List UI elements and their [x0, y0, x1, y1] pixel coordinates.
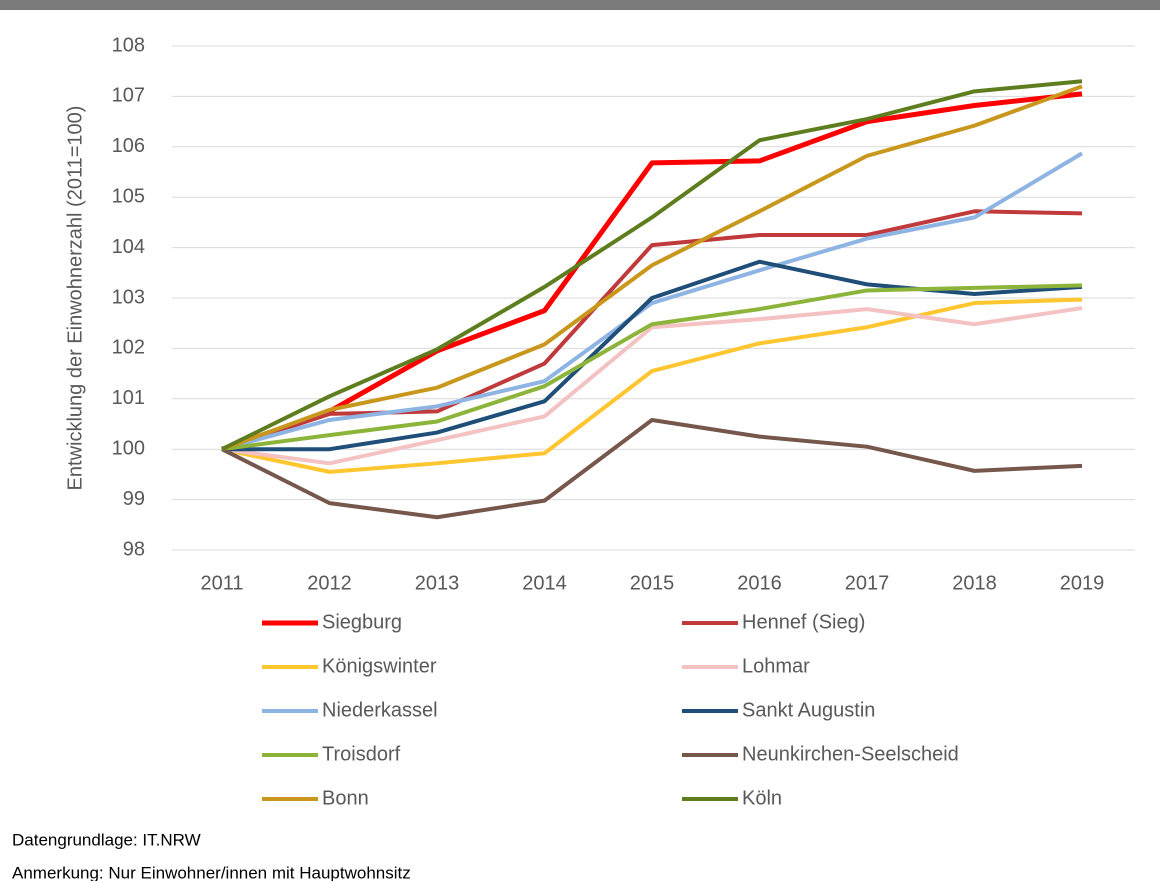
x-tick-label: 2019: [1060, 572, 1105, 594]
series-line: [221, 91, 1083, 452]
series-line: [221, 79, 1083, 451]
y-tick-label: 104: [112, 236, 145, 258]
legend-label: Siegburg: [322, 611, 402, 633]
y-tick-label: 106: [112, 135, 145, 157]
legend-label: Hennef (Sieg): [742, 611, 865, 633]
x-tick-label: 2011: [200, 572, 243, 594]
y-tick-label: 103: [112, 286, 145, 308]
legend-label: Troisdorf: [322, 743, 401, 765]
footnote: Anmerkung: Nur Einwohner/innen mit Haupt…: [12, 863, 411, 881]
legend-label: Bonn: [322, 787, 369, 809]
legend-label: Neunkirchen-Seelscheid: [742, 743, 959, 765]
x-tick-label: 2014: [522, 572, 567, 594]
series-line: [221, 297, 1083, 474]
y-tick-label: 100: [112, 437, 145, 459]
y-tick-label: 108: [112, 34, 145, 56]
series-line: [221, 151, 1084, 452]
series-line: [222, 259, 1083, 452]
x-tick-label: 2013: [415, 572, 460, 594]
y-tick-label: 98: [123, 538, 145, 560]
top-bar: [0, 0, 1160, 10]
legend-label: Sankt Augustin: [742, 699, 875, 721]
series-line: [221, 283, 1083, 452]
series-line: [221, 417, 1083, 520]
x-tick-label: 2017: [845, 572, 890, 594]
x-tick-label: 2016: [737, 572, 782, 594]
y-tick-label: 101: [112, 387, 145, 409]
x-tick-label: 2018: [952, 572, 997, 594]
x-tick-label: 2012: [307, 572, 352, 594]
legend-label: Köln: [742, 787, 782, 809]
y-tick-label: 102: [112, 337, 145, 359]
y-tick-label: 105: [112, 185, 145, 207]
series-line: [221, 84, 1083, 452]
legend-label: Königswinter: [322, 655, 437, 677]
y-tick-label: 107: [112, 85, 145, 107]
series-line: [221, 306, 1083, 466]
y-tick-label: 99: [123, 488, 145, 510]
y-axis-label: Entwicklung der Einwohnerzahl (2011=100): [64, 106, 86, 491]
footnote: Datengrundlage: IT.NRW: [12, 830, 201, 849]
series-line: [221, 209, 1083, 452]
legend-label: Lohmar: [742, 655, 810, 677]
legend-label: Niederkassel: [322, 699, 438, 721]
x-tick-label: 2015: [630, 572, 675, 594]
